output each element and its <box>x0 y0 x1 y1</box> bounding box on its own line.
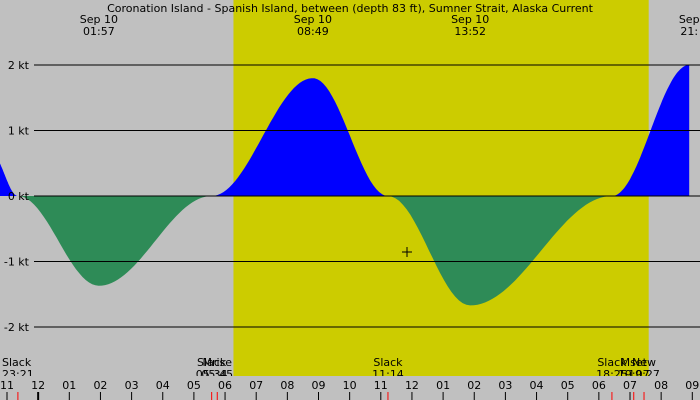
y-tick-label: 2 kt <box>8 59 30 72</box>
x-tick-label: 02 <box>467 379 481 392</box>
ebb-current-area <box>17 196 212 286</box>
x-tick-label: 06 <box>218 379 232 392</box>
extreme-time-label: 13:52 <box>454 25 486 38</box>
x-tick-label: 03 <box>125 379 139 392</box>
event-label: Mrise <box>202 356 232 369</box>
x-tick-label: 08 <box>654 379 668 392</box>
x-tick-label: 09 <box>685 379 699 392</box>
x-tick-label: 04 <box>156 379 170 392</box>
event-label: New <box>632 356 656 369</box>
x-tick-label: 12 <box>31 379 45 392</box>
x-tick-label: 05 <box>561 379 575 392</box>
chart-title: Coronation Island - Spanish Island, betw… <box>107 2 593 15</box>
event-label: Slack <box>197 356 227 369</box>
flood-current-area <box>211 78 388 196</box>
x-tick-label: 07 <box>249 379 263 392</box>
event-label: Slack <box>597 356 627 369</box>
x-tick-label: 09 <box>312 379 326 392</box>
extreme-time-label: 08:49 <box>297 25 329 38</box>
x-tick-label: 05 <box>187 379 201 392</box>
event-label: Slack <box>373 356 403 369</box>
extreme-time-label: 21: <box>680 25 698 38</box>
x-tick-label: 07 <box>623 379 637 392</box>
x-tick-label: 12 <box>405 379 419 392</box>
ebb-current-area <box>388 196 612 306</box>
event-label: Mset <box>621 356 648 369</box>
x-tick-label: 03 <box>498 379 512 392</box>
flood-current-area <box>0 163 18 196</box>
flood-current-area <box>611 65 690 196</box>
x-tick-label: 01 <box>436 379 450 392</box>
y-tick-label: -1 kt <box>4 256 30 269</box>
x-tick-label: 11 <box>374 379 388 392</box>
y-tick-label: 0 kt <box>8 190 30 203</box>
x-tick-label: 08 <box>280 379 294 392</box>
x-tick-label: 01 <box>62 379 76 392</box>
extreme-date-label: Sep 10 <box>451 13 489 26</box>
y-tick-label: 1 kt <box>8 125 30 138</box>
x-tick-label: 10 <box>343 379 357 392</box>
y-tick-label: -2 kt <box>4 321 30 334</box>
x-tick-label: 04 <box>530 379 544 392</box>
event-label: Slack <box>2 356 32 369</box>
x-tick-label: 02 <box>93 379 107 392</box>
extreme-date-label: Sep 10 <box>80 13 118 26</box>
extreme-date-label: Sep <box>679 13 700 26</box>
x-tick-label: 06 <box>592 379 606 392</box>
extreme-time-label: 01:57 <box>83 25 115 38</box>
extreme-date-label: Sep 10 <box>294 13 332 26</box>
crosshair-marker <box>402 247 412 257</box>
x-tick-label: 11 <box>0 379 14 392</box>
